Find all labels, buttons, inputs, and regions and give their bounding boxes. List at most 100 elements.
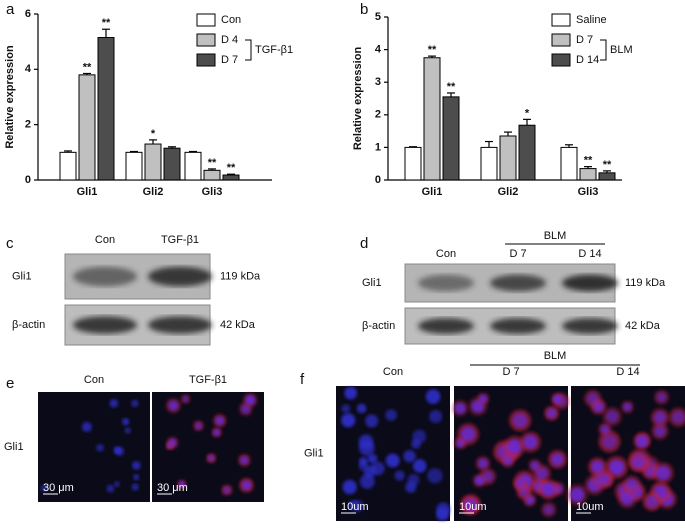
nucleus <box>477 458 489 469</box>
nucleus <box>81 421 92 432</box>
scale-label: 30 μm <box>157 482 188 494</box>
y-tick-label: 0 <box>25 174 31 186</box>
nucleus <box>474 475 485 486</box>
panel-letter: a <box>6 1 15 18</box>
nucleus <box>543 504 554 515</box>
panel-letter: c <box>6 235 14 252</box>
bar <box>125 151 143 181</box>
nucleus <box>620 491 634 506</box>
scale-label: 10um <box>341 501 369 513</box>
nucleus <box>600 424 610 434</box>
nucleus <box>182 395 189 403</box>
nucleus <box>344 386 358 400</box>
bar <box>59 151 77 181</box>
nucleus <box>115 446 124 456</box>
nucleus <box>605 410 619 424</box>
y-tick-label: 3 <box>375 76 381 88</box>
legend-bracket <box>600 39 607 61</box>
x-tick-label: Gli3 <box>202 186 223 198</box>
micrograph-bg <box>336 386 450 521</box>
row-label: β-actin <box>12 319 45 331</box>
legend-swatch <box>551 53 571 67</box>
column-label: Con <box>84 374 104 386</box>
significance: ** <box>208 157 217 169</box>
panel-letter: e <box>6 375 14 392</box>
bar <box>499 135 517 181</box>
bar <box>579 168 597 181</box>
nucleus <box>178 481 186 488</box>
nucleus <box>653 411 667 424</box>
nucleus <box>405 481 417 493</box>
y-tick-label: 2 <box>375 109 381 121</box>
size-label: 42 kDa <box>625 320 661 332</box>
legend-label: D 4 <box>221 34 238 46</box>
nucleus <box>40 484 48 492</box>
bar <box>423 57 441 181</box>
nucleus <box>215 416 225 426</box>
micrograph: 30 μm <box>38 392 150 502</box>
y-axis-label: Relative expression <box>352 47 364 151</box>
nucleus <box>608 459 625 476</box>
nucleus <box>367 453 378 464</box>
bar <box>163 147 181 181</box>
significance: ** <box>102 17 111 29</box>
nucleus <box>342 479 357 495</box>
bar <box>442 96 460 181</box>
nucleus <box>601 434 617 449</box>
legend-swatch <box>196 53 216 67</box>
bar <box>598 172 616 181</box>
nucleus <box>412 429 427 444</box>
column-label: TGF-β1 <box>189 374 227 386</box>
blot-band <box>490 318 546 334</box>
significance: ** <box>447 81 456 93</box>
x-tick-label: Gli2 <box>498 186 519 198</box>
nucleus <box>478 394 488 404</box>
bar <box>144 143 162 181</box>
blot-band <box>148 316 212 334</box>
nucleus <box>131 399 139 408</box>
panel-letter: b <box>360 1 368 18</box>
group-label: BLM <box>544 230 567 242</box>
y-tick-label: 1 <box>375 141 381 153</box>
significance: ** <box>584 155 593 167</box>
blot-band <box>73 266 137 287</box>
nucleus <box>631 456 645 470</box>
nucleus <box>241 480 252 491</box>
row-label: Gli1 <box>304 447 324 459</box>
nucleus <box>464 499 477 512</box>
blot-band <box>418 274 474 292</box>
bar <box>560 146 578 181</box>
micrograph-bg <box>38 392 150 502</box>
micrograph: 30 μm <box>152 392 264 502</box>
bar <box>78 74 96 181</box>
nucleus <box>168 400 179 411</box>
nucleus <box>656 392 667 403</box>
nucleus <box>591 460 604 474</box>
nucleus <box>363 465 377 478</box>
scale-label: 10um <box>459 501 487 513</box>
column-label: D 7 <box>502 366 519 378</box>
y-tick-label: 6 <box>25 8 31 20</box>
legend-bracket <box>245 39 252 61</box>
legend-group: TGF-β1 <box>255 44 293 56</box>
bar <box>518 124 536 181</box>
micrograph: 10um <box>336 386 451 521</box>
nucleus <box>223 486 231 494</box>
size-label: 42 kDa <box>220 319 256 331</box>
nucleus <box>106 484 115 493</box>
nucleus <box>530 460 540 471</box>
nucleus <box>625 478 638 491</box>
nucleus <box>635 435 648 448</box>
nucleus <box>645 495 659 508</box>
group-label: BLM <box>544 350 567 362</box>
nucleus <box>656 465 671 481</box>
nucleus <box>351 499 364 512</box>
nucleus <box>523 434 538 450</box>
legend-swatch <box>196 13 216 27</box>
nucleus <box>512 413 528 428</box>
nucleus <box>425 389 441 404</box>
nucleus <box>96 444 104 452</box>
blot-band <box>418 318 474 334</box>
